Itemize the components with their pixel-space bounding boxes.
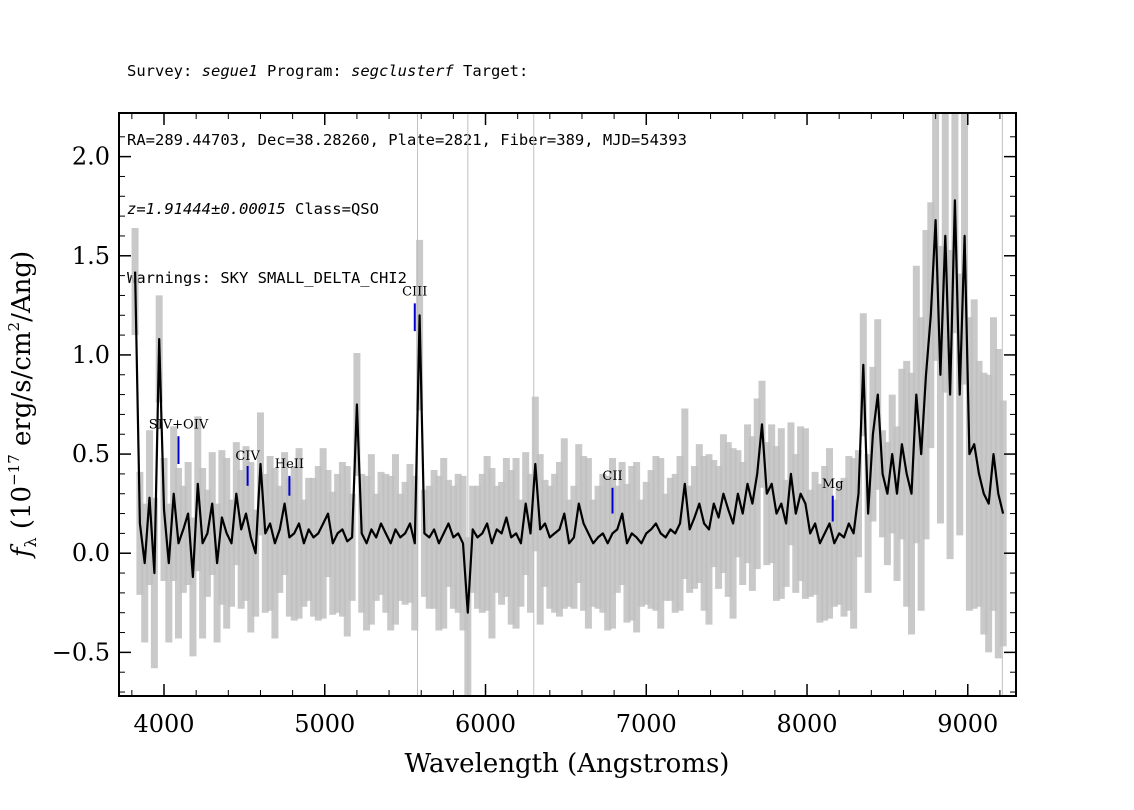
y-tick-label: 2.0 (72, 143, 110, 171)
line-label-heii: HeII (275, 457, 304, 472)
line-label-cii: CII (602, 469, 622, 484)
plot-frame (118, 112, 1017, 697)
axis-ticks: 4000 5000 6000 7000 8000 9000 −0.5 0.0 0.5 1.0 1.5… (52, 113, 1016, 738)
header-line-1: Survey: segue1 Program: segclusterf Targ… (127, 62, 529, 80)
emission-lines: SIV+OIV CIV HeII CIII CII Mg (149, 284, 844, 522)
line-label-ciii: CIII (402, 284, 427, 299)
x-tick-label: 9000 (937, 710, 998, 738)
flux-series (134, 199, 1005, 614)
line-label-civ: CIV (235, 449, 260, 464)
header-line-2: RA=289.44703, Dec=38.28260, Plate=2821, … (127, 131, 687, 149)
flux-line (134, 199, 1005, 614)
object-class: Class=QSO (294, 200, 379, 218)
x-tick-label: 5000 (294, 710, 355, 738)
y-axis-title: fλ (10−17 erg/s/cm2/Ang) (5, 251, 40, 559)
y-tick-label: 1.0 (72, 341, 110, 369)
header-line-4: Warnings: SKY SMALL_DELTA_CHI2 (127, 269, 407, 287)
spectrum-header: Survey: segue1 Program: segclusterf Targ… (127, 14, 687, 313)
redshift-value: z=1.91444±0.00015 (127, 200, 286, 218)
y-tick-label: 1.5 (72, 242, 110, 270)
line-label-siv-oiv: SIV+OIV (149, 417, 209, 432)
x-tick-label: 4000 (133, 710, 194, 738)
y-tick-label: −0.5 (52, 638, 110, 666)
y-tick-label: 0.5 (72, 440, 110, 468)
y-tick-label: 0.0 (72, 539, 110, 567)
program-name: segclusterf (351, 62, 454, 80)
header-line-3: z=1.91444±0.00015 Class=QSO (127, 198, 687, 221)
survey-name: segue1 (201, 62, 258, 80)
error-band (131, 113, 1007, 696)
x-axis-title: Wavelength (Angstroms) (405, 749, 730, 779)
x-tick-label: 7000 (616, 710, 677, 738)
x-tick-label: 8000 (776, 710, 837, 738)
y-axis-title-text: fλ (10−17 erg/s/cm2/Ang) (5, 251, 40, 559)
x-tick-label: 6000 (455, 710, 516, 738)
line-label-mg: Mg (822, 477, 844, 492)
